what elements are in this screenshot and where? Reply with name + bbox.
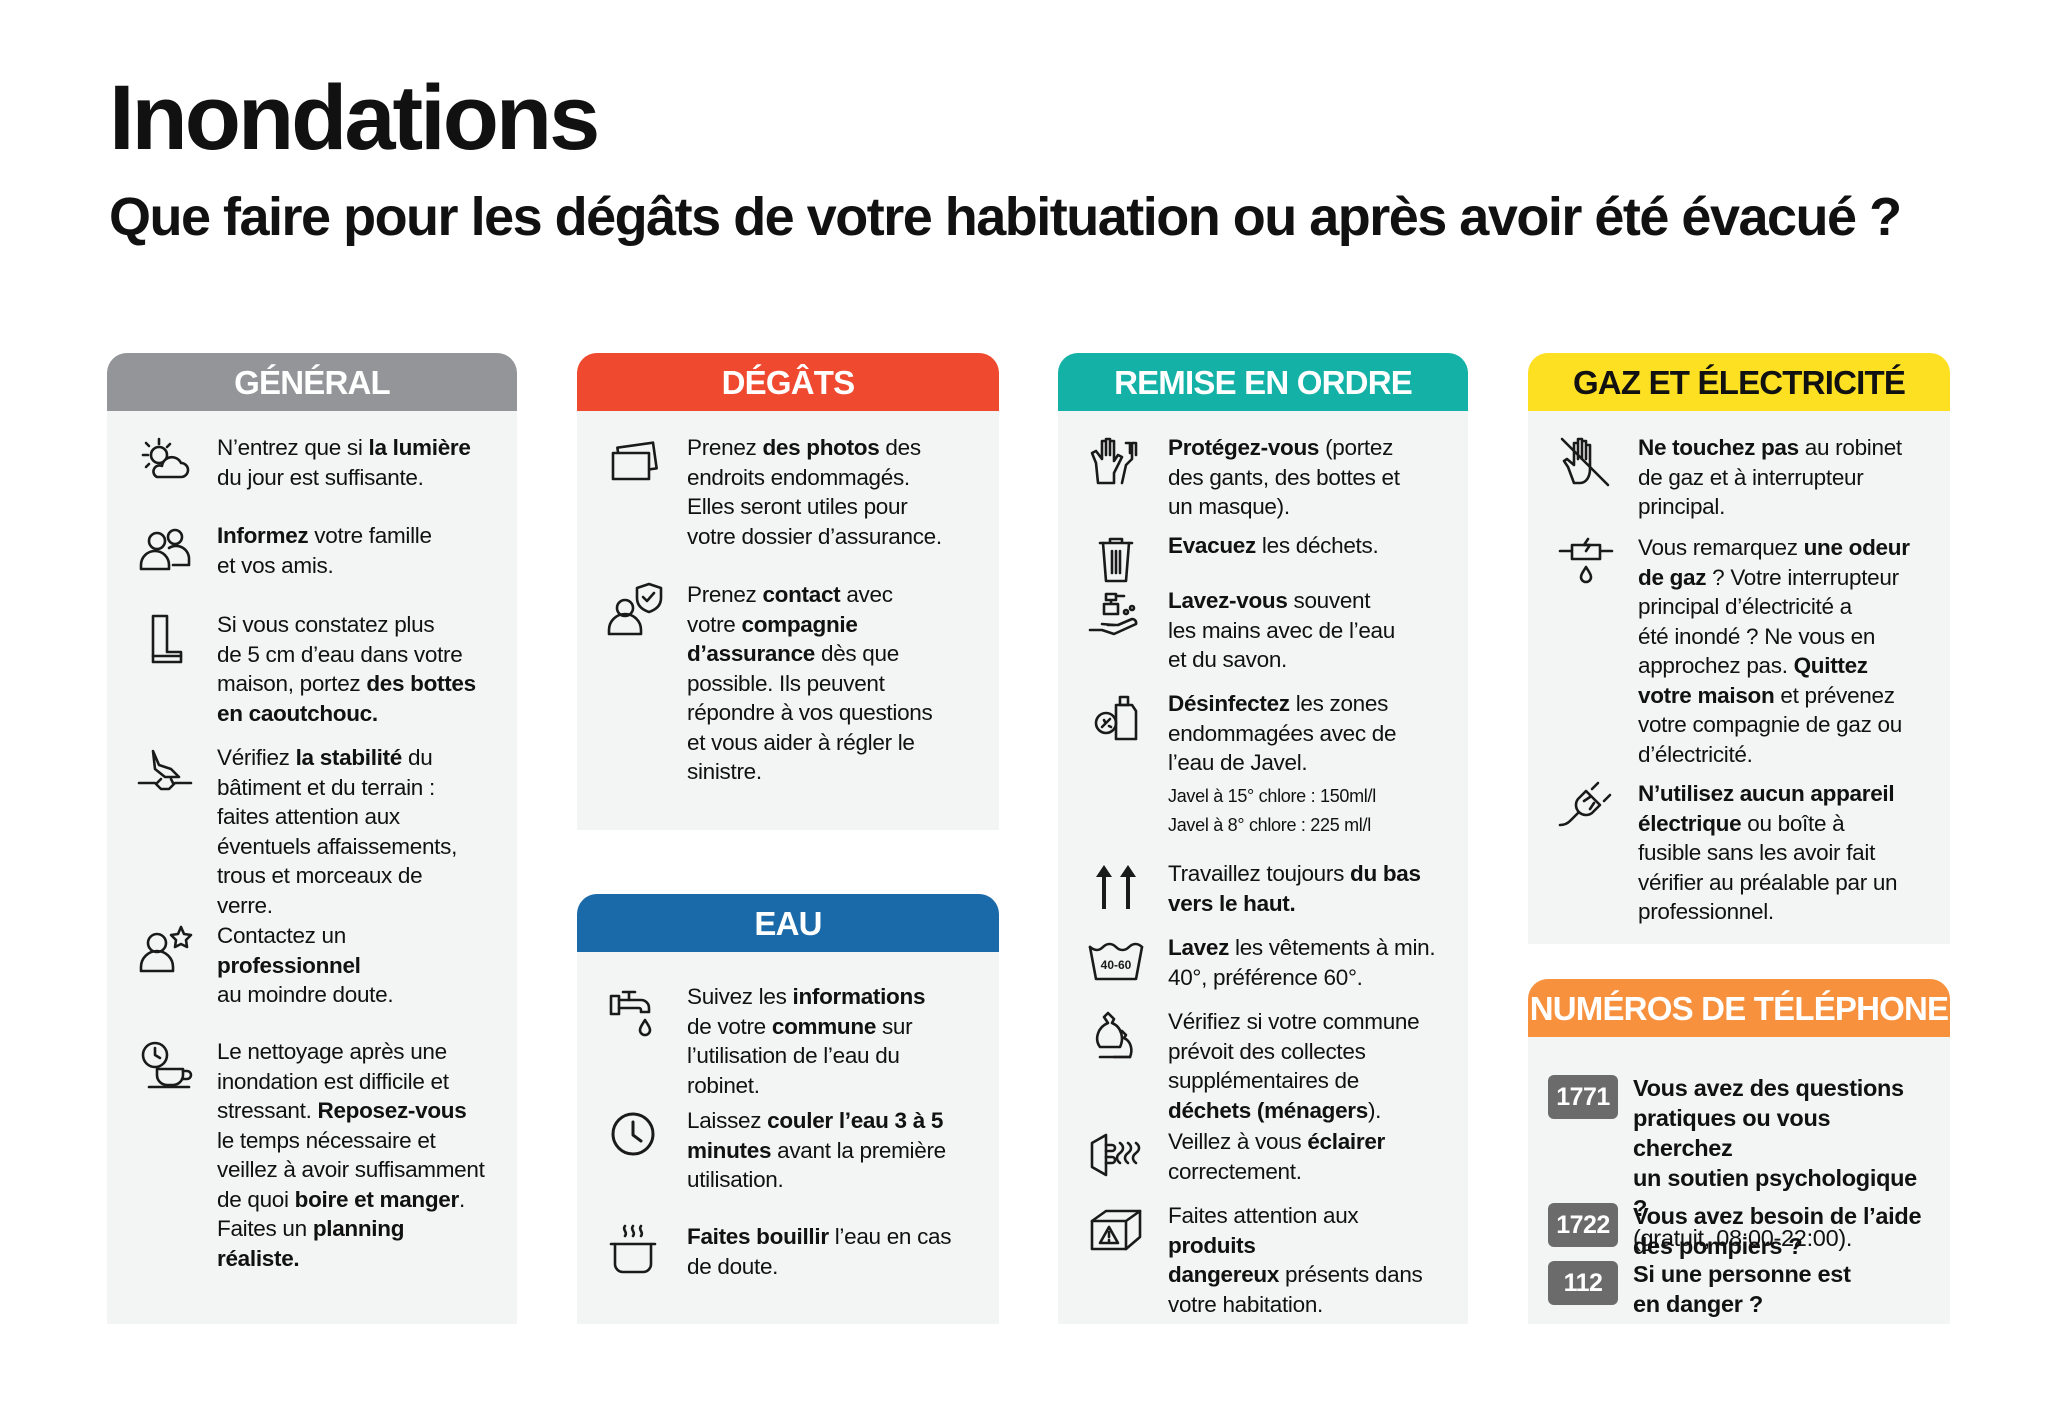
laundry-temperature-label: 40-60 (1101, 958, 1132, 972)
item-text: Si vous constatez plus de 5 cm d’eau dans… (217, 612, 476, 726)
item-text: Ne touchez pas au robinet de gaz et à int… (1638, 435, 1902, 519)
clock-icon (605, 1106, 665, 1162)
tap-icon (605, 982, 665, 1038)
card-phone: NUMÉROS DE TÉLÉPHONE 1771 Vous avez des qu… (1528, 979, 1950, 1324)
card-degats-title: DÉGÂTS (577, 353, 999, 411)
card-eau-title: EAU (577, 894, 999, 952)
item-text: Le nettoyage après une inondation est dif… (217, 1039, 485, 1271)
electric-water-icon (1556, 533, 1616, 589)
weather-sun-cloud-icon (135, 433, 195, 489)
page-title: Inondations (109, 67, 600, 169)
phone-number-badge[interactable]: 112 (1548, 1261, 1618, 1305)
item-text: N’entrez que si la lumière du jour est su… (217, 435, 471, 490)
page-subtitle: Que faire pour les dégâts de votre habit… (109, 187, 1902, 247)
hazard-box-icon (1086, 1201, 1146, 1257)
item-text: Travaillez toujours du bas vers le haut. (1168, 861, 1421, 916)
lighting-icon (1086, 1127, 1146, 1183)
item-text: Désinfectez les zones endommagées avec de… (1168, 689, 1450, 841)
people-icon (135, 521, 195, 577)
item-text: Evacuez les déchets. (1168, 533, 1379, 558)
coffee-break-icon (135, 1037, 195, 1093)
item-text: Vérifiez si votre commune prévoit des col… (1168, 1009, 1420, 1123)
item-text: Si une personne est en danger ? (1633, 1261, 1851, 1317)
disinfectant-icon (1086, 689, 1146, 745)
item-text: Vous avez besoin de l’aide des pompiers ? (1633, 1203, 1922, 1259)
boiling-pot-icon (605, 1222, 665, 1278)
insurance-contact-icon (605, 580, 665, 636)
item-text: Prenez des photos des endroits endommagés… (687, 435, 942, 549)
item-text: Protégez-vous (portez des gants, des bott… (1168, 435, 1400, 519)
card-gaz-title: GAZ ET ÉLECTRICITÉ (1528, 353, 1950, 411)
card-remise-title: REMISE EN ORDRE (1058, 353, 1468, 411)
card-remise: REMISE EN ORDRE Protégez-vous (portez des … (1058, 353, 1468, 1324)
item-text: Faites attention aux produits dangereux p… (1168, 1203, 1423, 1317)
item-text: Suivez les informations de votre commune … (687, 984, 926, 1098)
boot-icon (135, 610, 195, 666)
gloves-icon (1086, 433, 1146, 489)
card-general-title: GÉNÉRAL (107, 353, 517, 411)
item-text: Prenez contact avec votre compagnie d’assu… (687, 582, 933, 784)
arrows-up-icon (1086, 859, 1146, 915)
phone-number-badge[interactable]: 1771 (1548, 1075, 1618, 1119)
item-text: N’utilisez aucun appareil électrique ou b… (1638, 781, 1898, 924)
item-text: Lavez-vous souvent les mains avec de l’ea… (1168, 588, 1395, 672)
item-text: Vous remarquez une odeur de gaz ? Votre i… (1638, 535, 1910, 767)
no-touch-hand-icon (1556, 433, 1616, 489)
card-degats: DÉGÂTS Prenez des photos des endroits endo… (577, 353, 999, 830)
item-text: Faites bouillir l’eau en cas de doute. (687, 1224, 952, 1279)
photos-icon (605, 433, 665, 489)
trash-bin-icon (1086, 531, 1146, 587)
item-text: Contactez un professionnel au moindre dout… (217, 923, 394, 1007)
item-text: Veillez à vous éclairer correctement. (1168, 1129, 1386, 1184)
phone-number-badge[interactable]: 1722 (1548, 1203, 1618, 1247)
laundry-icon: 40-60 (1086, 933, 1146, 989)
card-gaz: GAZ ET ÉLECTRICITÉ Ne touchez pas au robi… (1528, 353, 1950, 944)
item-text: Vérifiez la stabilité du bâtiment et du t… (217, 745, 458, 918)
card-eau: EAU Suivez les informations de votre commu… (577, 894, 999, 1324)
dilution-note: Javel à 8° chlore : 225 ml/l (1168, 815, 1371, 835)
item-text: Informez votre famille et vos amis. (217, 523, 432, 578)
hand-wash-icon (1086, 586, 1146, 642)
card-phone-title: NUMÉROS DE TÉLÉPHONE (1528, 979, 1950, 1037)
item-text: Lavez les vêtements à min. 40°, préférenc… (1168, 935, 1436, 990)
plug-icon (1556, 779, 1616, 835)
dilution-note: Javel à 15° chlore : 150ml/l (1168, 785, 1376, 806)
collapsing-ground-icon (135, 743, 195, 799)
professional-icon (135, 921, 195, 977)
card-general: GÉNÉRAL N’entrez que si la lumière du jour… (107, 353, 517, 1324)
item-text: Laissez couler l’eau 3 à 5 minutes avant … (687, 1108, 946, 1192)
item-text: Vous avez des questions pratiques ou vous… (1633, 1075, 1917, 1251)
waste-bags-icon (1086, 1007, 1146, 1063)
